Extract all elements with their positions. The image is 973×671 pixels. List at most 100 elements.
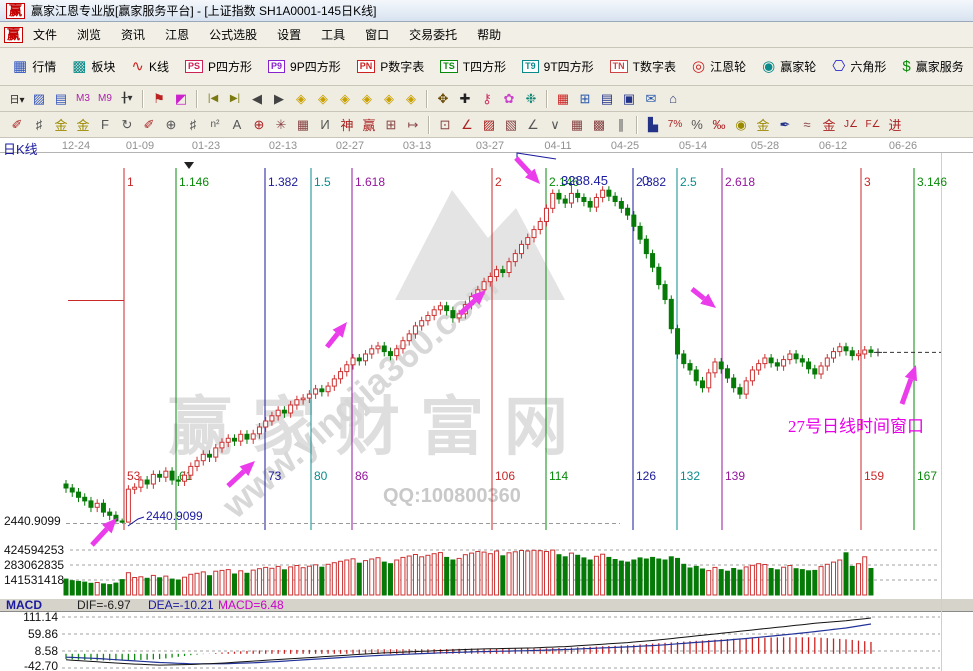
calendar-21-icon[interactable]: ▦ (556, 90, 570, 106)
quote-list-icon[interactable]: ▤ (54, 90, 68, 106)
menu-item-6[interactable]: 工具 (321, 28, 346, 42)
period-day-selector[interactable]: 日▾ (9, 95, 25, 106)
toolbar-button-gann-wheel[interactable]: ◎ 江恩轮 (685, 54, 753, 79)
gold-circle-tool[interactable]: ◉ (735, 116, 747, 132)
toolbar-button-winner-wheel[interactable]: ◉ 赢家轮 (755, 54, 823, 79)
ma9-icon[interactable]: M9 (98, 93, 112, 104)
save-icon[interactable]: ▣ (622, 90, 636, 106)
toolbar-button-p-number-table[interactable]: PN P数字表 (350, 54, 432, 79)
expand-h-icon[interactable]: ◈ (340, 90, 350, 106)
pitchfork-tool[interactable]: A (232, 117, 242, 132)
fan-lines-tool[interactable]: ∠ (461, 116, 473, 132)
menu-item-0[interactable]: 文件 (33, 28, 58, 42)
zoom-out-h-icon[interactable]: ◈ (296, 90, 306, 106)
dark-grid-tool[interactable]: ▦ (570, 116, 584, 132)
shaded-grid-tool[interactable]: ▧ (504, 116, 518, 132)
fib-tool[interactable]: F (101, 117, 109, 132)
toolbar-button-9p-square[interactable]: P9 9P四方形 (261, 54, 348, 79)
toolbar-button-t-square[interactable]: TS T四方形 (433, 54, 513, 79)
price-grid-tool[interactable]: ♯ (35, 117, 43, 132)
angle-pen-tool[interactable]: ✐ (11, 116, 23, 132)
gold-line-tool[interactable]: 金 (756, 118, 770, 133)
macd-pane-label: MACD (6, 598, 42, 612)
first-page-icon[interactable]: |◀ (207, 93, 219, 104)
menu-item-3[interactable]: 江恩 (165, 28, 190, 42)
gann-circle-tool[interactable]: ⊕ (165, 116, 177, 132)
god-gann-tool[interactable]: 神 (340, 118, 354, 133)
parallel-tool[interactable]: ∥ (617, 116, 625, 132)
gann-flag-icon[interactable]: ⚑ (153, 90, 165, 106)
ink-tool[interactable]: ✒ (779, 116, 791, 132)
wave2-tool[interactable]: ≈ (803, 117, 811, 132)
percent-tool[interactable]: % (691, 117, 703, 132)
golden-box-tool[interactable]: 金 (76, 118, 90, 133)
toolbar-button-sectors[interactable]: ▩ 板块 (65, 54, 122, 79)
wave-tool[interactable]: И (320, 117, 330, 132)
menu-item-1[interactable]: 浏览 (77, 28, 102, 42)
fan-circle-tool[interactable]: ⊕ (253, 116, 265, 132)
expand-all-icon[interactable]: ◈ (384, 90, 394, 106)
advance-tool[interactable]: 进 (888, 118, 902, 133)
marker-pen-tool[interactable]: ✐ (143, 116, 155, 132)
crosshair-icon[interactable]: ✚ (459, 90, 471, 106)
matrix-tool[interactable]: ⊞ (385, 116, 397, 132)
svg-text:04-25: 04-25 (611, 140, 639, 152)
menu-item-5[interactable]: 设置 (277, 28, 302, 42)
menu-item-8[interactable]: 交易委托 (409, 28, 458, 42)
last-page-icon[interactable]: ▶| (229, 93, 241, 104)
smart-analysis-icon[interactable]: ❉ (525, 90, 537, 106)
macd-splitter-bar[interactable]: MACD DIF=-6.97 DEA=-10.21 MACD=6.48 (0, 598, 973, 612)
zigzag-tool[interactable]: ∨ (550, 116, 560, 132)
permille-tool[interactable]: ‰ (712, 117, 726, 132)
p-square-icon: PS (185, 60, 204, 73)
toolbar-button-t-number-table[interactable]: TN T数字表 (603, 54, 683, 79)
winner-gann-tool[interactable]: 赢 (362, 118, 376, 133)
candle-style-selector[interactable]: ╂▾ (121, 93, 133, 104)
chart-canvas[interactable]: 12-24 01-09 01-23 02-13 02-27 03-13 03-27 04-11… (0, 138, 973, 671)
percent-strike-tool[interactable]: 7% (667, 119, 683, 130)
angle-lines-tool[interactable]: ∠ (527, 116, 539, 132)
f-angle-tool[interactable]: F∠ (865, 119, 881, 130)
screenshot-icon[interactable]: ▨ (32, 90, 46, 106)
square-nine-tool[interactable]: n² (210, 119, 220, 130)
restore-icon[interactable]: ◈ (406, 90, 416, 106)
menu-item-4[interactable]: 公式选股 (209, 28, 258, 42)
time-grid-tool[interactable]: ♯ (189, 117, 197, 132)
color-flag-icon[interactable]: ◩ (174, 90, 188, 106)
expand-v-icon[interactable]: ◈ (362, 90, 372, 106)
toolbar-button-quotes[interactable]: ▦ 行情 (6, 54, 63, 79)
toolbar-button-kline[interactable]: ∿ K线 (124, 54, 176, 79)
toolbar-button-winner-service[interactable]: $ 赢家服务 (895, 54, 970, 79)
time-cycle-tool[interactable]: ✳ (275, 116, 287, 132)
menu-item-9[interactable]: 帮助 (477, 28, 502, 42)
stats-tool[interactable]: ▙ (648, 116, 658, 132)
memo-icon[interactable]: ▤ (600, 90, 614, 106)
toolbar-button-p-square[interactable]: PS P四方形 (178, 54, 259, 79)
golden-section-tool[interactable]: 金 (54, 118, 68, 133)
gann-tool-icon[interactable]: ✿ (503, 90, 515, 106)
shaded-fan-tool[interactable]: ▨ (482, 116, 496, 132)
next-icon[interactable]: ▶ (274, 90, 284, 106)
j-angle-tool[interactable]: J∠ (844, 119, 858, 130)
square-box-tool[interactable]: ▦ (296, 116, 310, 132)
menu-item-7[interactable]: 窗口 (365, 28, 390, 42)
ma3-icon[interactable]: M3 (76, 93, 90, 104)
prev-icon[interactable]: ◀ (252, 90, 262, 106)
box-select-tool[interactable]: ⊡ (439, 116, 451, 132)
filled-grid-tool[interactable]: ▩ (592, 116, 606, 132)
chart-area[interactable]: 赢家财富网 www.yingjia360.com QQ:100800360 MA… (0, 138, 973, 671)
drawing-toolbar: ✐ ♯ 金金 F ↻ ✐ ⊕ ♯ n² A ⊕ ✳ ▦ И 神赢 ⊞ ↦ ⊡ ∠ ▨ ▧ ∠ ∨ ▦ ▩ ∥ ▙ 7%% ‰ ◉ 金 ✒ ≈ 金 J… (0, 112, 973, 138)
gold-red-tool[interactable]: 金 (822, 118, 836, 133)
drag-hand-icon[interactable]: ✥ (437, 90, 449, 106)
toolbar-button-9t-square[interactable]: T9 9T四方形 (515, 54, 601, 79)
calculator-icon[interactable]: ⊞ (579, 90, 591, 106)
export-icon[interactable]: ✉ (645, 90, 657, 106)
toolbar-button-hexagon[interactable]: ⎔ 六角形 (825, 54, 893, 79)
key-icon[interactable]: ⚷ (482, 90, 492, 106)
drawn-arrows-layer[interactable] (90, 156, 917, 547)
menu-item-2[interactable]: 资讯 (121, 28, 146, 42)
spiral-tool[interactable]: ↻ (121, 116, 133, 132)
computer-icon[interactable]: ⌂ (669, 91, 677, 106)
zoom-in-h-icon[interactable]: ◈ (318, 90, 328, 106)
extend-tool[interactable]: ↦ (407, 116, 419, 132)
